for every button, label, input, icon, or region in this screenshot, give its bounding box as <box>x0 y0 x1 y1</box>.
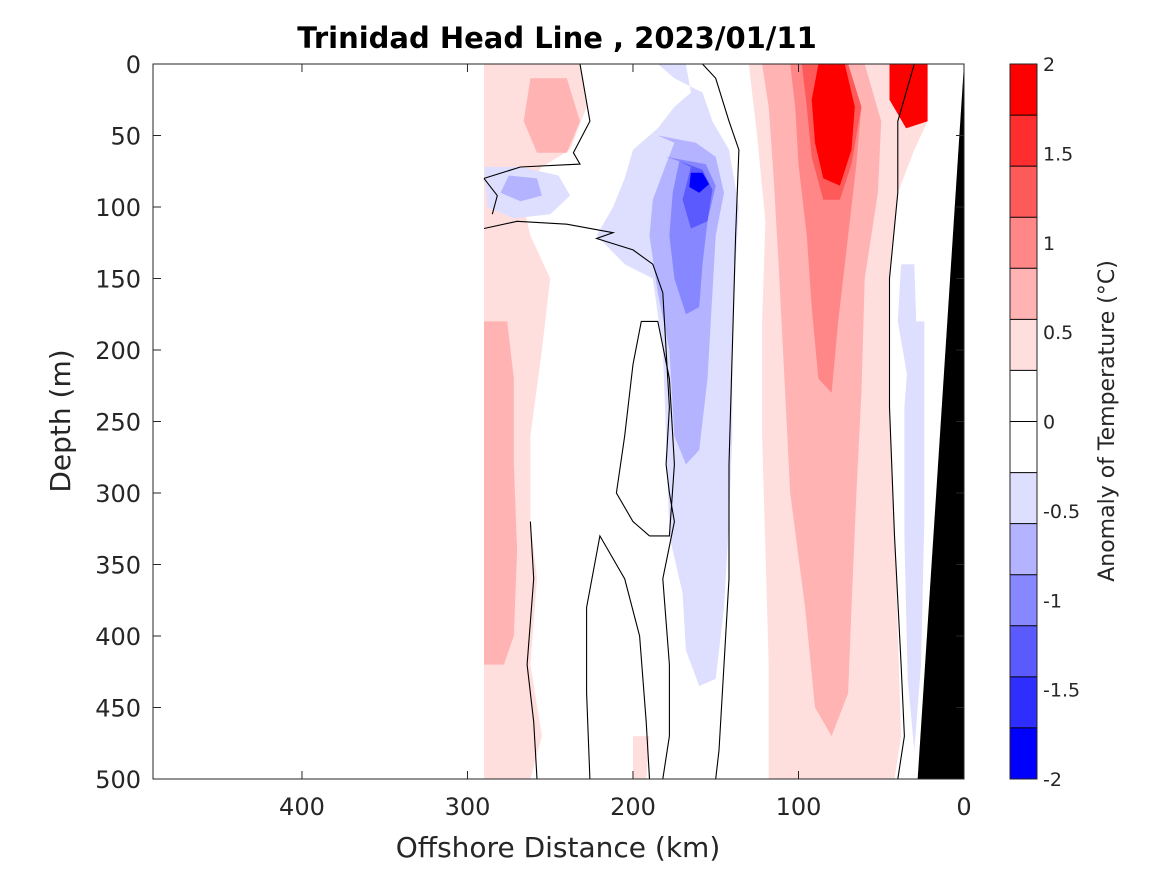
colorbar-segment <box>1010 319 1037 371</box>
colorbar-segment <box>1010 370 1037 422</box>
bathymetry-mask <box>917 64 964 779</box>
colorbar-segment <box>1010 268 1037 320</box>
y-tick-label: 400 <box>95 623 141 651</box>
colorbar-segment <box>1010 625 1037 678</box>
colorbar-segment <box>1010 217 1037 269</box>
colorbar-tick-label: 1.5 <box>1043 143 1073 165</box>
x-tick-label: 100 <box>776 793 822 821</box>
x-axis-ticks: 400 300 200 100 0 <box>279 64 972 821</box>
offshore-warm-patch <box>523 78 580 153</box>
y-axis-title: Depth (m) <box>44 349 77 492</box>
colorbar-segment <box>1010 523 1037 576</box>
zero-contour-line <box>483 178 498 215</box>
zero-contour-line <box>586 534 651 779</box>
warm-nearshore-surface <box>889 64 928 129</box>
colorbar-frame <box>1009 63 1038 780</box>
y-tick-label: 100 <box>95 194 141 222</box>
colorbar: 2 1.5 1 0.5 0 -0.5 -1 -1.5 -2 <box>1009 54 1080 791</box>
colorbar-title: Anomaly of Temperature (°C) <box>1095 260 1120 582</box>
colorbar-tick-label: -1 <box>1043 590 1062 612</box>
y-tick-label: 0 <box>126 51 141 79</box>
zero-contour-line <box>483 64 591 179</box>
colorbar-segment <box>1010 421 1037 474</box>
colorbar-segment <box>1010 115 1037 167</box>
colorbar-tick-label: 2 <box>1043 54 1055 76</box>
y-tick-label: 250 <box>95 409 141 437</box>
zero-contour-line <box>888 64 915 779</box>
y-tick-label: 350 <box>95 552 141 580</box>
zero-contour-line <box>483 220 675 779</box>
x-tick-label: 300 <box>445 793 491 821</box>
zero-contour-line <box>526 521 538 779</box>
colorbar-segment <box>1010 727 1037 780</box>
colorbar-segment <box>1010 676 1037 729</box>
offshore-warm-core <box>484 321 518 665</box>
y-tick-label: 150 <box>95 266 141 294</box>
y-tick-label: 300 <box>95 480 141 508</box>
x-tick-label: 400 <box>279 793 325 821</box>
colorbar-tick-label: -1.5 <box>1043 680 1080 702</box>
x-tick-label: 0 <box>956 793 971 821</box>
colorbar-segment <box>1010 574 1037 627</box>
x-tick-label: 200 <box>610 793 656 821</box>
warm-core-1p75 <box>811 64 855 186</box>
nearshore-cold-strip <box>904 321 925 751</box>
colorbar-tick-label: -0.5 <box>1043 501 1080 523</box>
y-tick-label: 450 <box>95 695 141 723</box>
small-warm-patch-bottom <box>633 736 650 779</box>
y-axis-ticks: 0 50 100 150 200 250 300 350 400 450 500 <box>95 51 964 794</box>
colorbar-segment <box>1010 472 1037 525</box>
offshore-cold-core <box>500 175 542 202</box>
zero-contour-line <box>702 64 740 779</box>
anomaly-field-layer <box>484 64 928 779</box>
colorbar-tick-label: 0.5 <box>1043 322 1073 344</box>
nearshore-cold-patch <box>897 264 918 379</box>
colorbar-tick-label: 1 <box>1043 233 1055 255</box>
zero-contour-layer <box>483 64 915 779</box>
cold-core-peak <box>689 172 710 193</box>
colorbar-segment <box>1010 166 1037 218</box>
colorbar-segment <box>1010 64 1037 116</box>
colorbar-tick-label: -2 <box>1043 769 1062 791</box>
y-tick-label: 500 <box>95 766 141 794</box>
colorbar-tick-label: 0 <box>1043 412 1055 434</box>
y-tick-label: 50 <box>110 123 141 151</box>
y-tick-label: 200 <box>95 337 141 365</box>
chart-title: Trinidad Head Line , 2023/01/11 <box>297 21 817 55</box>
x-axis-title: Offshore Distance (km) <box>396 831 721 864</box>
zero-contour-line <box>615 320 675 537</box>
